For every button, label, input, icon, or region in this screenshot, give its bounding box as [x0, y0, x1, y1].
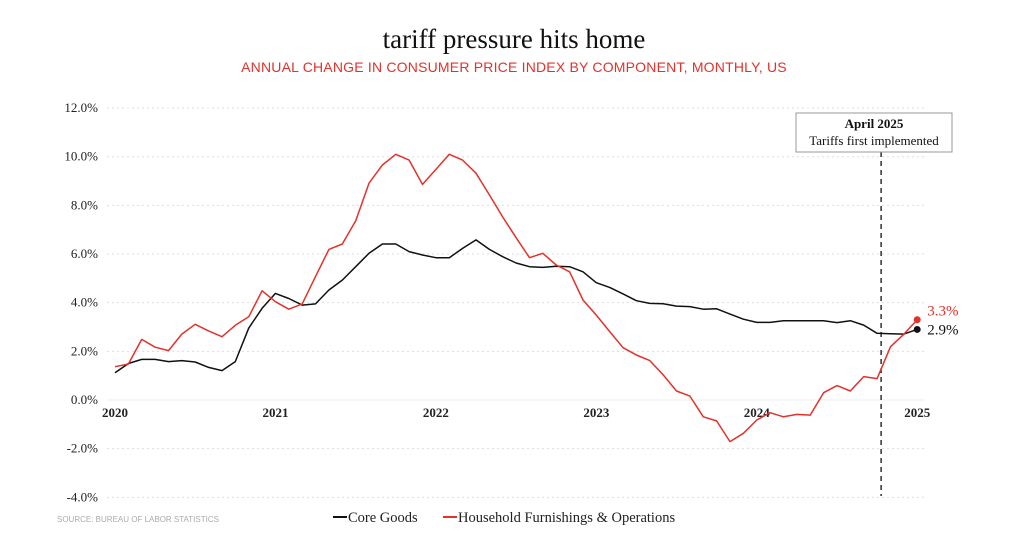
end-label-1: 3.3%	[927, 304, 958, 320]
end-label-0: 2.9%	[927, 322, 958, 338]
y-tick-label: 8.0%	[71, 197, 98, 212]
series-line-1	[114, 153, 918, 443]
y-tick-label: -4.0%	[67, 489, 99, 504]
y-tick-label: 12.0%	[64, 100, 98, 115]
x-tick-label: 2020	[102, 405, 128, 420]
x-axis: 2020 2021 2022 2023 2024 2025	[102, 405, 931, 420]
y-tick-label: 2.0%	[71, 343, 98, 358]
y-tick-label: 6.0%	[71, 246, 98, 261]
series-line-0	[114, 239, 918, 374]
y-tick-label: -2.0%	[67, 441, 99, 456]
annotation-text: Tariffs first implemented	[809, 133, 939, 148]
x-tick-label: 2025	[904, 405, 931, 420]
series-lines: 2.9% 3.3%	[114, 153, 958, 443]
y-tick-label: 0.0%	[71, 392, 98, 407]
end-point-1	[913, 316, 921, 324]
x-tick-label: 2024	[744, 405, 771, 420]
y-tick-label: 4.0%	[71, 295, 98, 310]
end-point-0	[913, 325, 921, 333]
legend-label-core-goods: Core Goods	[348, 510, 418, 526]
source-note: SOURCE: BUREAU OF LABOR STATISTICS	[57, 515, 219, 524]
legend-label-household: Household Furnishings & Operations	[458, 510, 675, 526]
y-tick-label: 10.0%	[64, 149, 98, 164]
x-tick-label: 2023	[583, 405, 610, 420]
annotation-date: April 2025	[845, 116, 904, 131]
annotation: April 2025 Tariffs first implemented	[795, 112, 953, 496]
annotation-box	[795, 112, 953, 153]
legend: Core Goods Household Furnishings & Opera…	[333, 510, 675, 526]
x-tick-label: 2022	[423, 405, 449, 420]
chart-title: tariff pressure hits home	[383, 24, 646, 54]
chart-subtitle: ANNUAL CHANGE IN CONSUMER PRICE INDEX BY…	[241, 59, 787, 75]
y-axis: 12.0% 10.0% 8.0% 6.0% 4.0% 2.0% 0.0% -2.0% -4.0%	[64, 100, 98, 504]
x-tick-label: 2021	[262, 405, 288, 420]
gridlines	[107, 107, 925, 498]
